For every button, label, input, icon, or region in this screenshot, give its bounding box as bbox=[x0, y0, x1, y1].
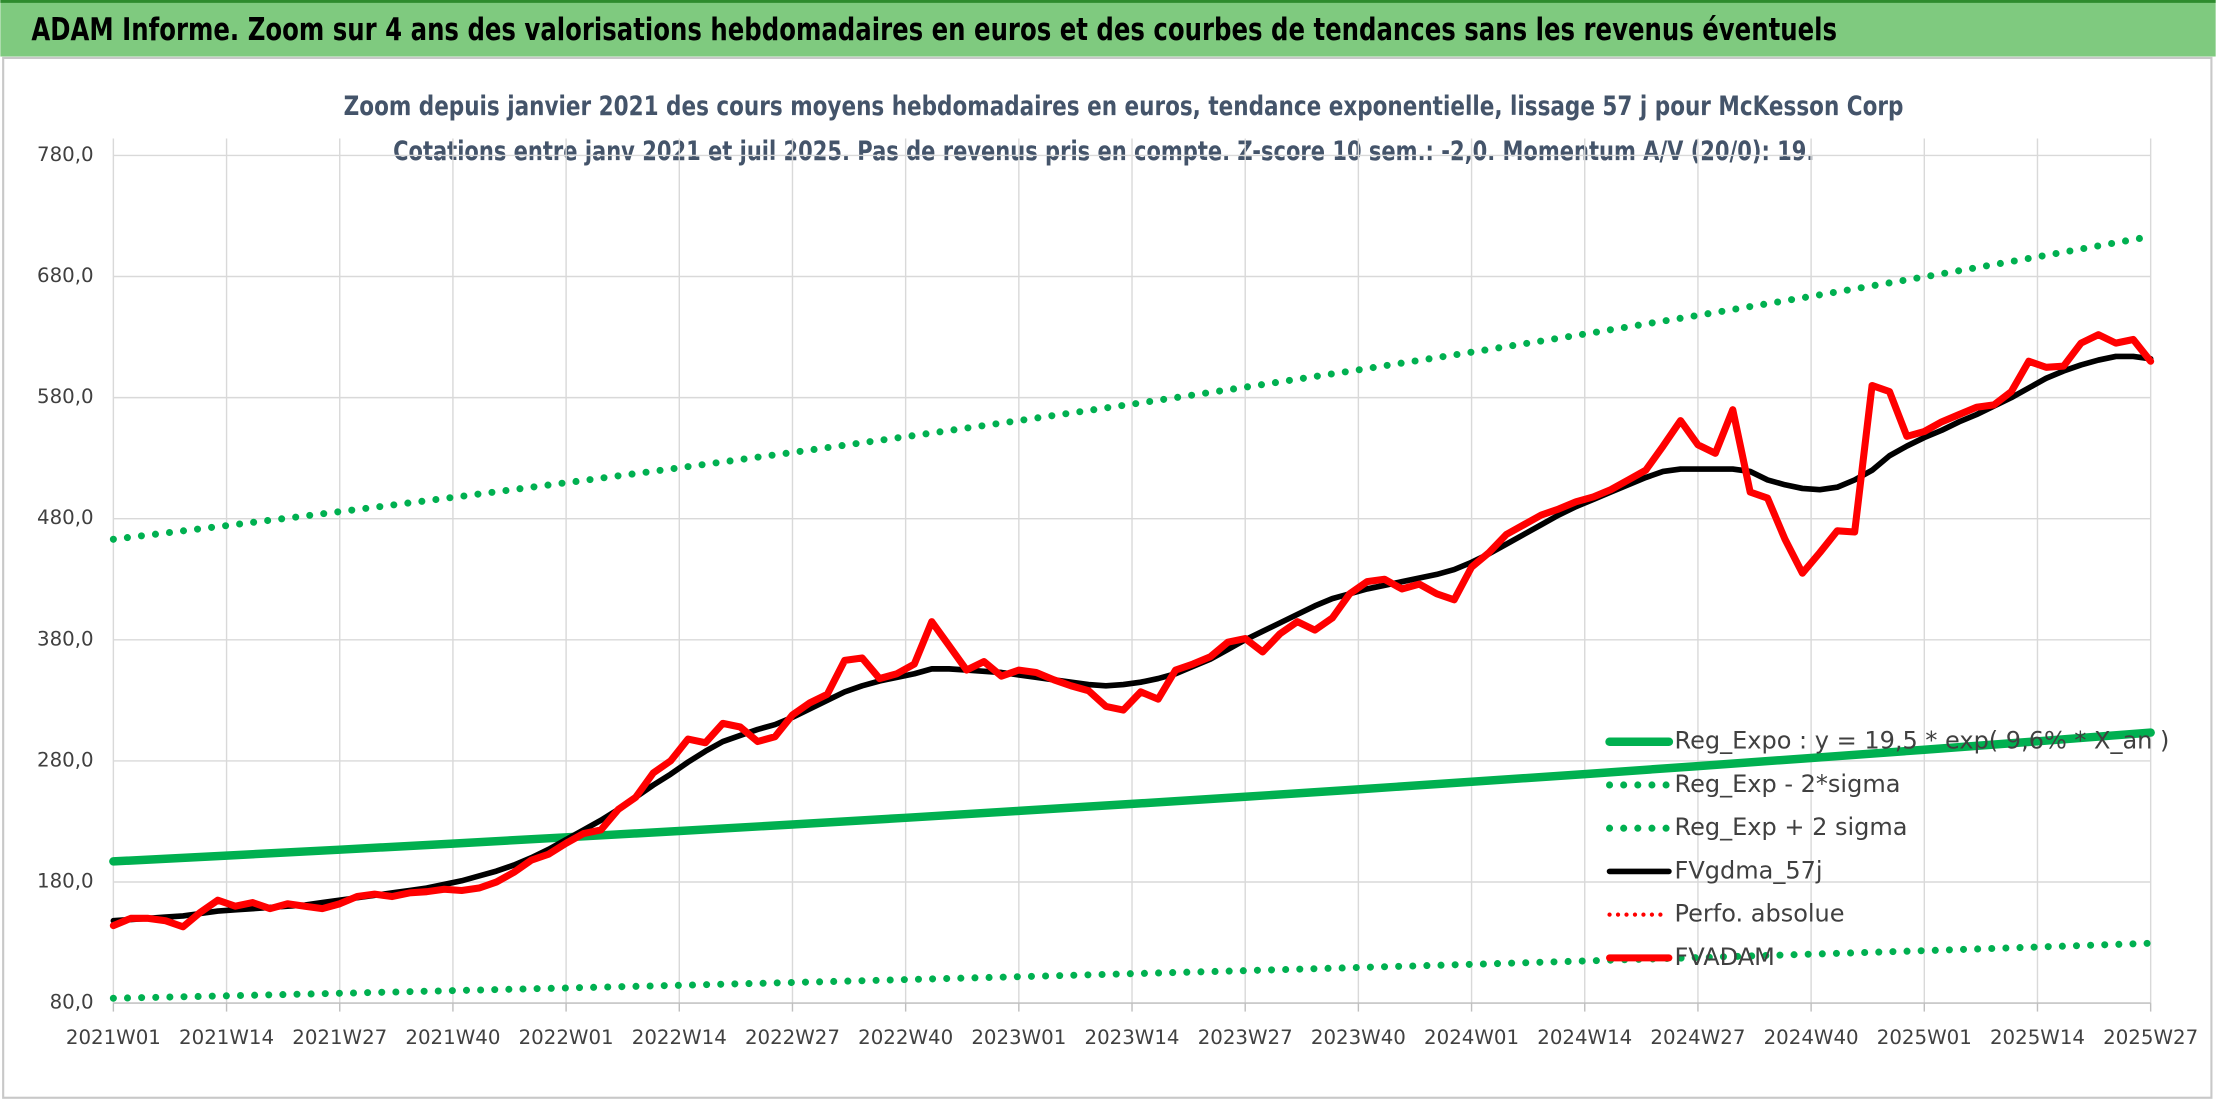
series-line bbox=[109, 232, 2155, 543]
legend-label: Reg_Exp + 2 sigma bbox=[1675, 813, 1908, 841]
x-tick-label: 2024W14 bbox=[1537, 1026, 1632, 1049]
chart-title: Zoom depuis janvier 2021 des cours moyen… bbox=[344, 91, 1904, 122]
series-line bbox=[110, 353, 2154, 924]
x-tick-label: 2021W40 bbox=[405, 1026, 500, 1049]
y-tick-label: 580,0 bbox=[37, 385, 94, 408]
y-tick-label: 780,0 bbox=[37, 143, 94, 166]
x-tick-label: 2023W40 bbox=[1311, 1026, 1406, 1049]
y-tick-label: 480,0 bbox=[37, 506, 94, 529]
series-line bbox=[109, 331, 2155, 931]
x-tick-label: 2022W14 bbox=[632, 1026, 727, 1049]
y-tick-label: 680,0 bbox=[37, 264, 94, 287]
chart-frame bbox=[2, 56, 2213, 1099]
series-line bbox=[109, 728, 2155, 866]
legend-label: Reg_Expo : y = 19,5 * exp( 9,6% * X_an ) bbox=[1675, 727, 2170, 755]
header-bar bbox=[0, 0, 2216, 57]
x-tick-label: 2022W27 bbox=[745, 1026, 840, 1049]
x-tick-label: 2022W01 bbox=[519, 1026, 614, 1049]
chart-subtitle: Cotations entre janv 2021 et juil 2025. … bbox=[393, 136, 1814, 167]
x-tick-label: 2023W14 bbox=[1085, 1026, 1180, 1049]
x-tick-label: 2022W40 bbox=[858, 1026, 953, 1049]
y-tick-label: 380,0 bbox=[37, 627, 94, 650]
x-tick-label: 2024W40 bbox=[1764, 1026, 1859, 1049]
x-tick-label: 2025W01 bbox=[1877, 1026, 1972, 1049]
x-tick-label: 2021W01 bbox=[66, 1026, 161, 1049]
series-line bbox=[109, 939, 2155, 1002]
x-tick-label: 2021W14 bbox=[179, 1026, 274, 1049]
x-tick-label: 2025W14 bbox=[1990, 1026, 2085, 1049]
page-header: ADAM Informe. Zoom sur 4 ans des valoris… bbox=[31, 12, 1837, 48]
x-tick-label: 2024W27 bbox=[1650, 1026, 1745, 1049]
x-tick-label: 2023W01 bbox=[971, 1026, 1066, 1049]
legend-label: FVADAM bbox=[1675, 943, 1775, 971]
x-tick-label: 2024W01 bbox=[1424, 1026, 1519, 1049]
y-tick-label: 280,0 bbox=[37, 748, 94, 771]
x-tick-label: 2021W27 bbox=[292, 1026, 387, 1049]
x-tick-label: 2023W27 bbox=[1198, 1026, 1293, 1049]
legend-label: FVgdma_57j bbox=[1675, 856, 1823, 884]
legend-label: Perfo. absolue bbox=[1675, 900, 1845, 928]
y-tick-label: 180,0 bbox=[37, 870, 94, 893]
x-tick-label: 2025W27 bbox=[2103, 1026, 2198, 1049]
legend-label: Reg_Exp - 2*sigma bbox=[1675, 770, 1901, 798]
y-tick-label: 80,0 bbox=[50, 991, 94, 1014]
